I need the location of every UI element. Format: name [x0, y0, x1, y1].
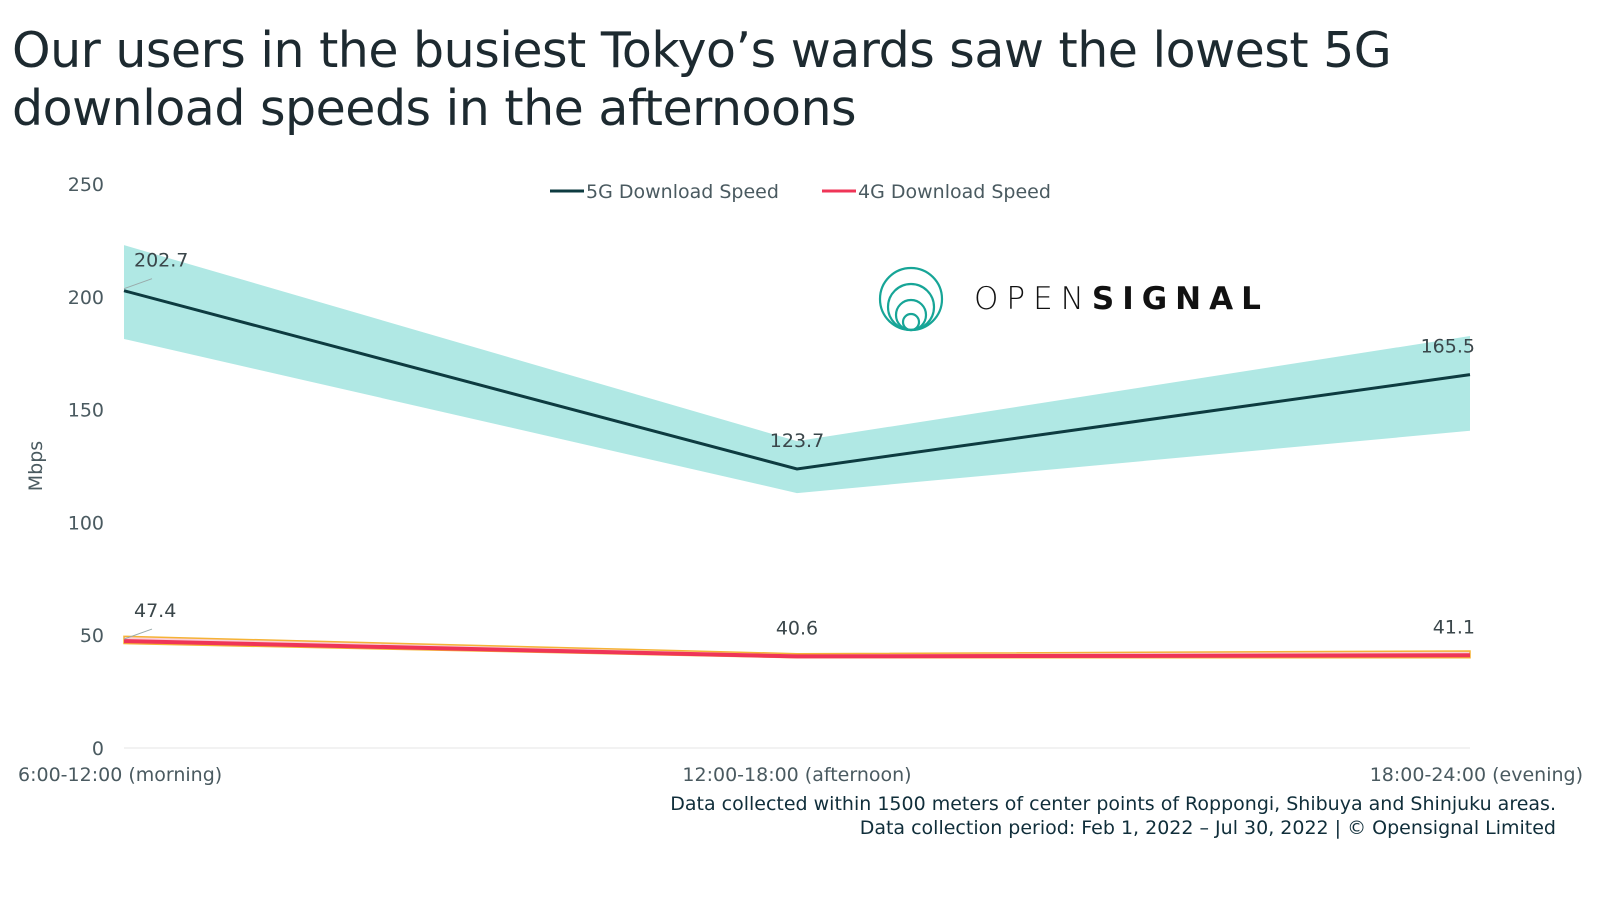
data-label: 165.5 [1421, 336, 1475, 358]
opensignal-circles-icon [878, 266, 944, 332]
chart-title: Our users in the busiest Tokyo’s wards s… [12, 22, 1392, 137]
confidence-band-4g [123, 635, 1471, 659]
legend-label: 4G Download Speed [858, 181, 1051, 203]
y-tick-label: 100 [68, 512, 104, 534]
data-label: 40.6 [776, 617, 818, 639]
opensignal-logo: OPENSIGNAL [878, 266, 1269, 332]
y-tick-label: 150 [68, 400, 104, 422]
confidence-band-5g [124, 245, 1470, 494]
data-label-leader [123, 278, 153, 290]
logo-text-light: OPEN [974, 281, 1092, 317]
footnote-2: Data collection period: Feb 1, 2022 – Ju… [859, 817, 1556, 839]
logo-text-bold: SIGNAL [1091, 281, 1269, 317]
data-label: 41.1 [1433, 616, 1475, 638]
data-label: 47.4 [134, 600, 176, 622]
footnote-1: Data collected within 1500 meters of cen… [670, 793, 1556, 815]
y-tick-label: 250 [68, 174, 104, 196]
y-tick-label: 0 [92, 738, 104, 760]
y-tick-label: 200 [68, 287, 104, 309]
data-label: 123.7 [770, 430, 824, 452]
series-line-5g [123, 289, 1471, 471]
series-line-4g [123, 639, 1471, 659]
opensignal-wordmark: OPENSIGNAL [974, 281, 1269, 317]
x-tick-label: 12:00-18:00 (afternoon) [682, 764, 911, 786]
data-label-leader [123, 628, 153, 640]
x-tick-label: 6:00-12:00 (morning) [18, 764, 222, 786]
data-label: 202.7 [134, 250, 188, 272]
y-axis-title: Mbps [25, 441, 47, 491]
legend-label: 5G Download Speed [586, 181, 779, 203]
x-tick-label: 18:00-24:00 (evening) [1370, 764, 1583, 786]
y-tick-label: 50 [80, 625, 104, 647]
